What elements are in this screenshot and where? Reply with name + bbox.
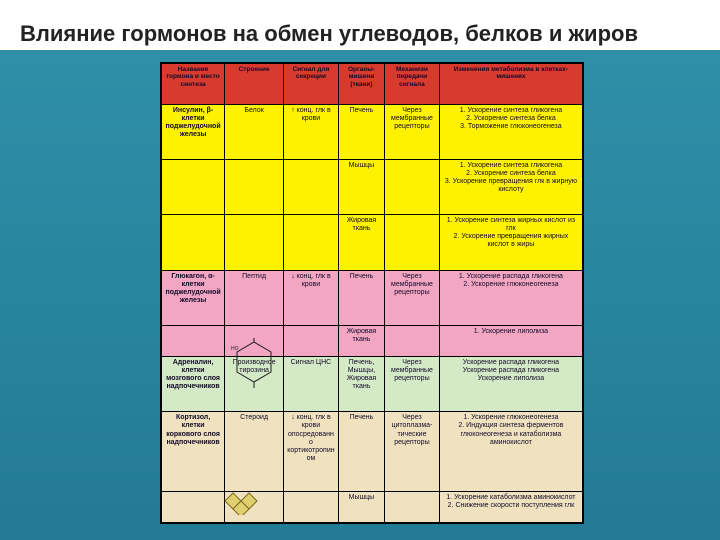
cell: Через мембранные рецепторы [385, 357, 440, 412]
slide-title: Влияние гормонов на обмен углеводов, бел… [0, 21, 720, 47]
th-mechanism: Механизм передачи сигнала [385, 64, 440, 105]
cell: Глюкагон, α-клетки поджелудочной железы [162, 270, 225, 325]
cell: Производное тирозина [225, 357, 284, 412]
table-row: Жировая ткань 1. Ускорение синтеза жирных… [162, 215, 583, 270]
cell: Печень, Мышцы, Жировая ткань [338, 357, 384, 412]
cell [385, 325, 440, 356]
cell [225, 491, 284, 522]
cell: Печень [338, 270, 384, 325]
cell [385, 491, 440, 522]
cell: Стероид [225, 412, 284, 491]
cell: Печень [338, 412, 384, 491]
cell: 1. Ускорение распада гликогена2. Ускорен… [439, 270, 582, 325]
cell [284, 491, 339, 522]
cell: Мышцы [338, 491, 384, 522]
th-targets: Органы-мишени (ткани) [338, 64, 384, 105]
cell: Пептид [225, 270, 284, 325]
cell [162, 160, 225, 215]
cell: Инсулин, β-клетки поджелудочной железы [162, 104, 225, 159]
cell: 1. Ускорение синтеза жирных кислот из гл… [439, 215, 582, 270]
th-signal: Сигнал для секреции [284, 64, 339, 105]
cell [284, 215, 339, 270]
cell: 1. Ускорение глюконеогенеза2. Индукция с… [439, 412, 582, 491]
cell: Ускорение распада гликогенаУскорение рас… [439, 357, 582, 412]
cell [162, 325, 225, 356]
table-row: Кортизол, клетки коркового слоя надпочеч… [162, 412, 583, 491]
th-name: Название гормона и место синтеза [162, 64, 225, 105]
cell [225, 160, 284, 215]
cell [162, 491, 225, 522]
cell [385, 160, 440, 215]
th-structure: Строение [225, 64, 284, 105]
cell: Сигнал ЦНС [284, 357, 339, 412]
cell [225, 215, 284, 270]
hormone-table-container: Название гормона и место синтеза Строени… [160, 62, 584, 524]
table-row: Инсулин, β-клетки поджелудочной железыБе… [162, 104, 583, 159]
cell: Белок [225, 104, 284, 159]
table-header-row: Название гормона и место синтеза Строени… [162, 64, 583, 105]
cell: Жировая ткань [338, 325, 384, 356]
cell: 1. Ускорение липолиза [439, 325, 582, 356]
cell: Через мембранные рецепторы [385, 104, 440, 159]
table-row: Глюкагон, α-клетки поджелудочной железыП… [162, 270, 583, 325]
cell: Кортизол, клетки коркового слоя надпочеч… [162, 412, 225, 491]
cell: Через цитоплазма-тические рецепторы [385, 412, 440, 491]
th-effects: Изменения метаболизма в клетках-мишенях [439, 64, 582, 105]
cell: ↑ конц. глк в крови [284, 104, 339, 159]
table-row: Мышцы 1. Ускорение катаболизма аминокисло… [162, 491, 583, 522]
cell: ↓ конц. глк в крови [284, 270, 339, 325]
cell [162, 215, 225, 270]
cell: 1. Ускорение катаболизма аминокислот2. С… [439, 491, 582, 522]
cell: Адреналин, клетки мозгового слоя надпоче… [162, 357, 225, 412]
table-row: Жировая ткань 1. Ускорение липолиза [162, 325, 583, 356]
cell [225, 325, 284, 356]
cell: Печень [338, 104, 384, 159]
cell: Мышцы [338, 160, 384, 215]
cell: Жировая ткань [338, 215, 384, 270]
cell [284, 160, 339, 215]
cell [284, 325, 339, 356]
cell: 1. Ускорение синтеза гликогена2. Ускорен… [439, 160, 582, 215]
cell: ↓ конц. глк в крови опосредованно кортик… [284, 412, 339, 491]
cell: Через мембранные рецепторы [385, 270, 440, 325]
hormone-table: Название гормона и место синтеза Строени… [161, 63, 583, 523]
cell [385, 215, 440, 270]
table-row: Мышцы 1. Ускорение синтеза гликогена2. Ус… [162, 160, 583, 215]
table-row: Адреналин, клетки мозгового слоя надпоче… [162, 357, 583, 412]
cell: 1. Ускорение синтеза гликогена2. Ускорен… [439, 104, 582, 159]
